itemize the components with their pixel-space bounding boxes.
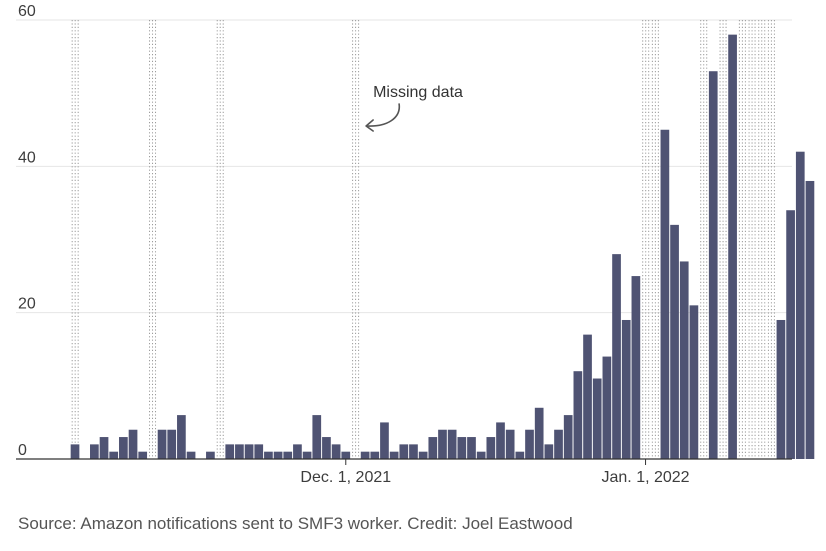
bar	[264, 451, 273, 459]
x-tick-label: Dec. 1, 2021	[300, 469, 391, 486]
bar	[138, 451, 148, 459]
bar	[612, 254, 621, 459]
missing-data-band	[642, 20, 650, 459]
bar	[805, 180, 815, 459]
bar	[322, 437, 331, 459]
bar	[496, 422, 505, 459]
bar	[370, 451, 380, 459]
bar	[399, 444, 409, 459]
bar	[776, 319, 786, 459]
bar	[128, 429, 138, 459]
bar	[476, 451, 486, 459]
bar	[225, 444, 235, 459]
bar	[534, 407, 544, 459]
source-credit: Source: Amazon notifications sent to SMF…	[18, 514, 573, 533]
bar	[302, 451, 312, 459]
bar	[679, 261, 689, 459]
missing-data-band	[738, 20, 746, 459]
missing-data-band	[748, 20, 756, 459]
bar	[186, 451, 196, 459]
bar	[409, 444, 418, 459]
bar	[99, 437, 109, 459]
bar	[525, 429, 534, 459]
bar	[486, 437, 496, 459]
missing-data-band	[700, 20, 708, 459]
bar	[660, 129, 670, 459]
bar	[447, 429, 457, 459]
bar	[689, 305, 699, 459]
bar	[708, 71, 718, 459]
bar	[90, 444, 99, 459]
bar	[786, 210, 795, 459]
bar	[515, 451, 525, 459]
bar	[418, 451, 428, 459]
bar	[235, 444, 244, 459]
bar	[119, 437, 128, 459]
bar	[583, 334, 592, 459]
bar	[467, 437, 476, 459]
bar	[244, 444, 254, 459]
missing-data-band	[216, 20, 224, 459]
bar	[554, 429, 563, 459]
x-tick-label: Jan. 1, 2022	[602, 469, 690, 486]
bar	[592, 378, 602, 459]
bar	[631, 276, 641, 459]
bar	[380, 422, 389, 459]
missing-data-band	[352, 20, 360, 459]
bar	[273, 451, 283, 459]
x-axis-ticks: Dec. 1, 2021 Jan. 1, 2022	[300, 459, 690, 486]
bar	[206, 451, 215, 459]
bar	[428, 437, 438, 459]
y-axis-ticks: 60 40 20 0	[18, 3, 36, 459]
missing-data-band	[758, 20, 766, 459]
missing-data-band	[767, 20, 775, 459]
bar	[283, 451, 293, 459]
bar	[728, 34, 737, 459]
curved-arrow-icon	[366, 103, 400, 127]
y-tick-label: 60	[18, 3, 36, 20]
bars	[70, 34, 815, 459]
bar	[505, 429, 515, 459]
y-tick-label: 20	[18, 296, 36, 313]
bar	[109, 451, 119, 459]
bar	[438, 429, 447, 459]
arrowhead-icon	[365, 119, 374, 132]
missing-data-band	[719, 20, 727, 459]
bar-chart: 60 40 20 0 Dec. 1, 2021 Jan. 1, 2022 Missing…	[16, 3, 815, 486]
bar	[602, 356, 612, 459]
bar	[70, 444, 80, 459]
bar	[312, 415, 322, 459]
bar	[563, 415, 573, 459]
bar	[254, 444, 264, 459]
bar	[795, 151, 805, 459]
missing-data-annotation: Missing data	[365, 84, 463, 132]
missing-data-band	[71, 20, 79, 459]
bar	[167, 429, 177, 459]
annotation-label: Missing data	[373, 84, 463, 101]
y-tick-label: 0	[18, 442, 27, 459]
bar	[544, 444, 554, 459]
bar	[621, 319, 631, 459]
bar	[331, 444, 341, 459]
bar	[341, 451, 351, 459]
missing-data-band	[651, 20, 659, 459]
bar	[457, 437, 467, 459]
bar	[389, 451, 399, 459]
bar	[293, 444, 302, 459]
bar	[573, 371, 583, 459]
bar	[360, 451, 370, 459]
y-tick-label: 40	[18, 149, 36, 166]
bar	[177, 415, 186, 459]
bar	[157, 429, 167, 459]
missing-data-band	[149, 20, 157, 459]
bar	[670, 224, 679, 459]
